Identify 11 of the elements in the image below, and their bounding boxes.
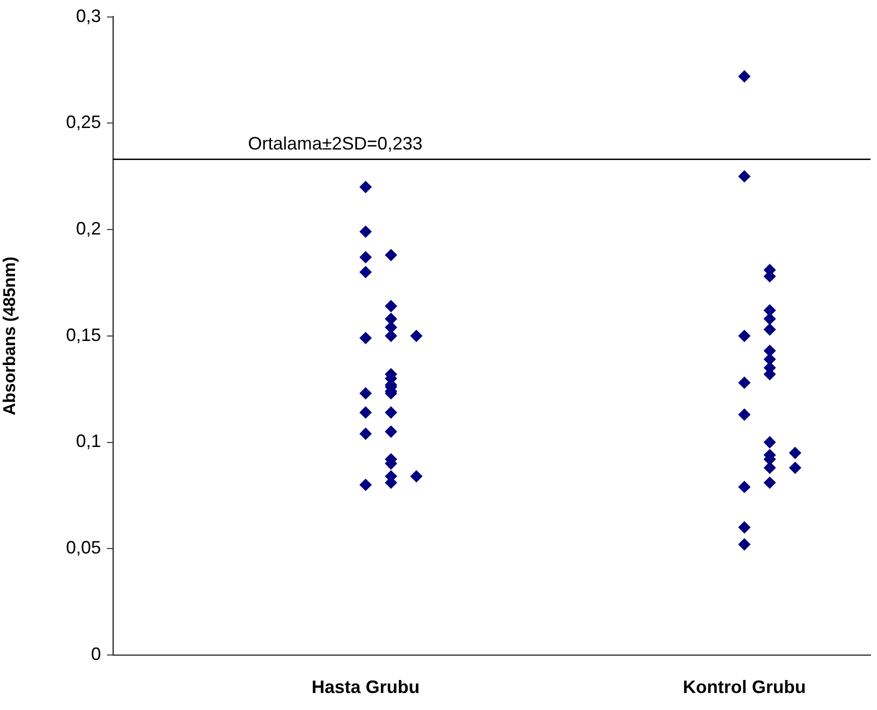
ref-line-label: Ortalama±2SD=0,233 [248, 133, 422, 154]
y-tick-label: 0,25 [66, 112, 101, 132]
y-axis-title: Absorbans (485nm) [0, 256, 19, 416]
y-tick-label: 0,05 [66, 538, 101, 558]
y-tick-label: 0,1 [76, 431, 101, 452]
y-tick-label: 0,2 [76, 218, 101, 238]
x-tick-label: Hasta Grubu [312, 676, 420, 697]
y-tick-label: 0,3 [76, 6, 101, 26]
x-tick-label: Kontrol Grubu [682, 676, 806, 697]
y-tick-label: 0 [90, 644, 101, 664]
y-tick-label: 0,15 [66, 324, 101, 345]
